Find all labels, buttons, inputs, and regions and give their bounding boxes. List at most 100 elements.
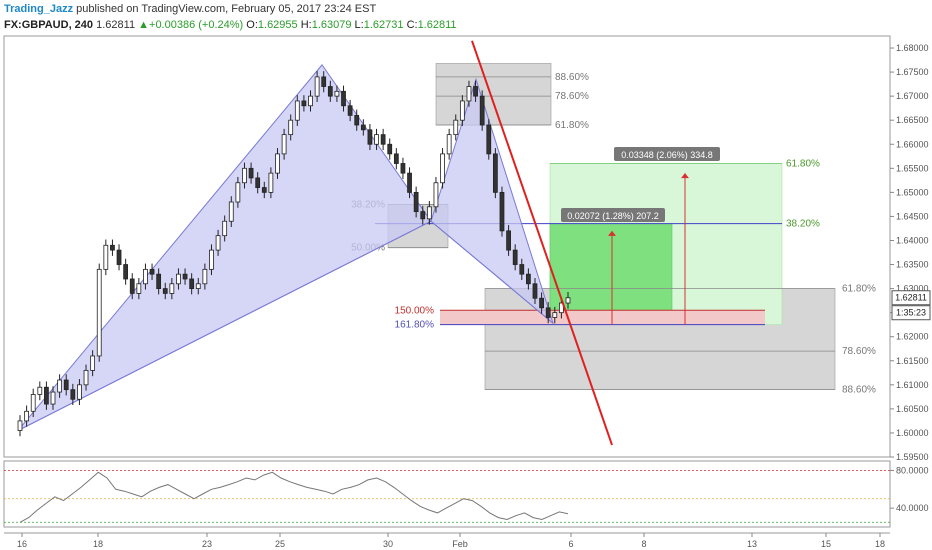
candle-body <box>499 191 505 232</box>
candle-body <box>288 119 294 136</box>
candle <box>156 268 162 295</box>
candle <box>413 186 419 218</box>
last-price-value: 1.62811 <box>895 293 927 303</box>
candle <box>169 278 175 300</box>
symbol-label: FX:GBPAUD, 240 <box>4 19 94 31</box>
fib-level-label: 78.60% <box>555 91 589 102</box>
author-link[interactable]: Trading_Jazz <box>4 3 74 15</box>
candle-body <box>17 420 23 431</box>
last-price-badge <box>891 290 931 306</box>
candle-body <box>169 283 175 294</box>
high-label: H: <box>300 19 312 31</box>
measure-label: 0.02072 (1.28%) 207.2 <box>567 211 659 221</box>
candle <box>308 90 313 112</box>
candle <box>440 148 445 189</box>
candle-body <box>327 86 333 97</box>
candle-body <box>129 278 135 294</box>
open-value: 1.62955 <box>257 19 298 31</box>
candle <box>176 268 181 290</box>
price-tick-label: 1.66500 <box>896 115 929 125</box>
price-tick-label: 1.61000 <box>896 380 929 390</box>
candle <box>57 374 62 398</box>
candle <box>552 306 558 324</box>
measure-label-bg <box>614 147 720 161</box>
candle-body <box>459 100 465 121</box>
candle <box>248 162 254 184</box>
candle-body <box>440 153 445 184</box>
candle <box>545 302 551 324</box>
candle <box>565 291 571 309</box>
fib-level-label: 78.60% <box>842 346 876 357</box>
time-tick-label: Feb <box>452 539 468 549</box>
candle-body <box>492 153 498 193</box>
time-tick-label: 23 <box>202 539 212 549</box>
fib-level-label: 61.80% <box>842 284 876 295</box>
candle-body <box>261 187 267 193</box>
candle <box>261 181 267 199</box>
price-tick-label: 1.64500 <box>896 211 929 221</box>
candle-body <box>281 134 287 155</box>
time-tick-label: 18 <box>875 539 885 549</box>
candle <box>354 109 360 131</box>
arrow-head-icon <box>681 173 689 179</box>
arrow-head-icon <box>608 230 616 236</box>
candle-body <box>526 273 531 285</box>
candle-body <box>387 143 393 155</box>
fib-level-label: 88.60% <box>555 72 589 83</box>
price-tick-label: 1.61500 <box>896 356 929 366</box>
candle <box>539 292 544 314</box>
low-value: 1.62731 <box>363 19 404 31</box>
candle <box>446 128 452 160</box>
candle-body <box>189 278 195 289</box>
candle <box>268 167 274 199</box>
candle-body <box>413 191 419 213</box>
change-value: +0.00386 (+0.24%) <box>149 19 244 31</box>
price-tick-label: 1.68000 <box>896 43 929 53</box>
price-tick-label: 1.64000 <box>896 235 929 245</box>
prz-band <box>440 310 765 325</box>
candle <box>314 71 320 102</box>
candle <box>393 148 399 170</box>
candle-body <box>202 268 208 285</box>
candle-body <box>308 95 313 107</box>
candle <box>407 167 412 199</box>
candle-body <box>294 100 300 121</box>
candle-body <box>374 134 379 145</box>
chart-header: Trading_Jazz published on TradingView.co… <box>0 0 932 36</box>
candle-body <box>96 268 102 357</box>
candle-body <box>314 76 320 97</box>
candle-body <box>268 172 274 193</box>
low-label: L: <box>354 19 364 31</box>
candle-body <box>149 268 155 275</box>
fib-level-label: 150.00% <box>395 305 435 316</box>
ohlc-line: FX:GBPAUD, 240 1.62811 ▲+0.00386 (+0.24%… <box>4 18 457 33</box>
candle <box>96 263 102 362</box>
measure-label-bg <box>561 208 665 222</box>
candle <box>275 148 280 179</box>
candle <box>420 205 426 225</box>
candle-body <box>195 283 201 290</box>
candle <box>242 162 247 189</box>
open-label: O: <box>246 19 258 31</box>
candle-body <box>90 355 96 371</box>
candle <box>103 239 109 276</box>
candle <box>235 176 241 208</box>
candle-body <box>380 134 386 145</box>
candle <box>83 364 89 391</box>
price-tick-label: 1.65500 <box>896 163 929 173</box>
candle-body <box>248 167 254 179</box>
candle-body <box>539 297 544 309</box>
candle <box>17 415 23 437</box>
candle-body <box>57 379 62 393</box>
candle-body <box>347 105 353 116</box>
time-tick-label: 25 <box>275 539 285 549</box>
candle-body <box>123 264 129 280</box>
candle-body <box>275 153 280 174</box>
candle <box>512 244 518 271</box>
rsi-tick-label: 80.0000 <box>896 465 929 475</box>
candle-body <box>545 307 551 318</box>
time-tick-label: 30 <box>383 539 393 549</box>
time-tick-label: 16 <box>17 539 27 549</box>
candle <box>479 90 485 131</box>
